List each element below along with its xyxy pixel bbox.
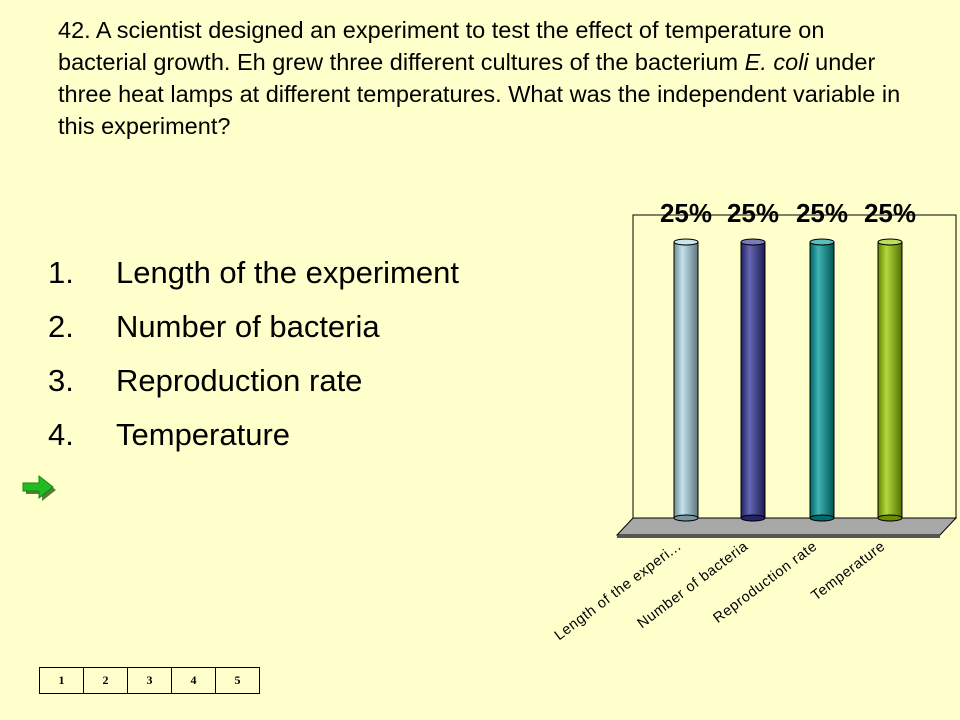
pager-item-4[interactable]: 4 bbox=[171, 668, 215, 693]
green-arrow-icon bbox=[22, 474, 56, 501]
chart-bar-2 bbox=[740, 238, 766, 522]
answer-number: 4. bbox=[48, 417, 74, 452]
answer-list: 1. Length of the experiment 2. Number of b… bbox=[48, 252, 488, 456]
question-text: 42. A scientist designed an experiment t… bbox=[58, 14, 908, 142]
chart-category-label-1: Length of the experi... bbox=[552, 538, 685, 644]
question-species: E. coli bbox=[744, 49, 809, 75]
pager-item-2[interactable]: 2 bbox=[83, 668, 127, 693]
answer-text: Length of the experiment bbox=[116, 255, 459, 290]
chart-floor bbox=[615, 517, 958, 536]
question-before: 42. A scientist designed an experiment t… bbox=[58, 17, 825, 75]
pager: 1 2 3 4 5 bbox=[39, 667, 260, 694]
chart-value-label-4: 25% bbox=[864, 198, 916, 228]
answer-text: Number of bacteria bbox=[116, 309, 380, 344]
chart-bar-3 bbox=[809, 238, 835, 522]
response-bar-chart: 25% Length of the experi... 25% Number of b… bbox=[552, 198, 958, 644]
chart-value-label-3: 25% bbox=[796, 198, 848, 228]
question-after: under three heat lamps at different temp… bbox=[58, 49, 901, 139]
pager-item-1[interactable]: 1 bbox=[58, 673, 65, 687]
answer-option-4[interactable]: 4. Temperature bbox=[48, 414, 488, 456]
answer-number: 2. bbox=[48, 309, 74, 344]
chart-bar-4 bbox=[877, 238, 903, 522]
answer-number: 3. bbox=[48, 363, 74, 398]
chart-value-label-2: 25% bbox=[727, 198, 779, 228]
answer-text: Reproduction rate bbox=[116, 363, 363, 398]
chart-floor-edge bbox=[617, 535, 940, 538]
answer-number: 1. bbox=[48, 255, 74, 290]
chart-bar-1 bbox=[673, 238, 699, 522]
answer-option-2[interactable]: 2. Number of bacteria bbox=[48, 306, 488, 348]
chart-category-label-2: Number of bacteria bbox=[635, 538, 752, 632]
chart-value-label-1: 25% bbox=[660, 198, 712, 228]
answer-text: Temperature bbox=[116, 417, 291, 452]
pager-item-5[interactable]: 5 bbox=[215, 668, 259, 693]
pager-item-3[interactable]: 3 bbox=[127, 668, 171, 693]
answer-option-3[interactable]: 3. Reproduction rate bbox=[48, 360, 488, 402]
answer-option-1[interactable]: 1. Length of the experiment bbox=[48, 252, 488, 294]
chart-category-label-4: Temperature bbox=[808, 538, 888, 604]
